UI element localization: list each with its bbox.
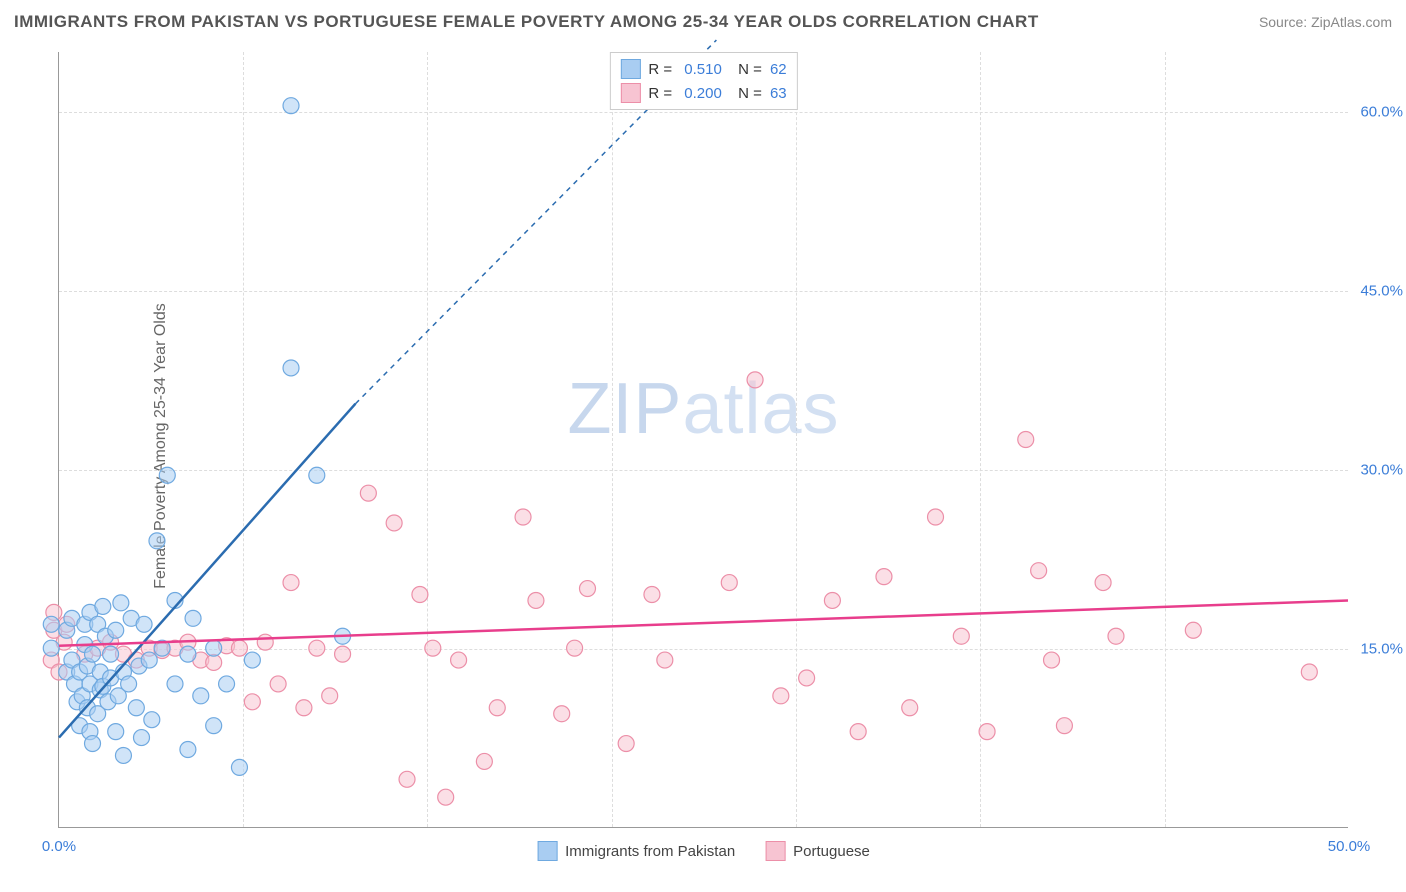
legend-swatch — [620, 83, 640, 103]
source-attribution: Source: ZipAtlas.com — [1259, 14, 1392, 30]
y-tick-label: 45.0% — [1360, 282, 1403, 299]
legend-n-label: N = — [730, 61, 762, 78]
series-name: Immigrants from Pakistan — [565, 843, 735, 860]
legend-swatch — [765, 841, 785, 861]
legend-n-value: 63 — [770, 85, 787, 102]
series-legend-item: Portuguese — [765, 841, 870, 861]
y-tick-label: 60.0% — [1360, 103, 1403, 120]
legend-row: R = 0.510 N = 62 — [620, 57, 786, 81]
legend-swatch — [537, 841, 557, 861]
x-tick-label: 0.0% — [42, 838, 76, 855]
legend-swatch — [620, 59, 640, 79]
series-legend-item: Immigrants from Pakistan — [537, 841, 735, 861]
legend-n-label: N = — [730, 85, 762, 102]
legend-r-label: R = — [648, 61, 672, 78]
x-tick-label: 50.0% — [1328, 838, 1371, 855]
y-tick-label: 30.0% — [1360, 461, 1403, 478]
series-legend: Immigrants from Pakistan Portuguese — [537, 841, 870, 861]
chart-title: IMMIGRANTS FROM PAKISTAN VS PORTUGUESE F… — [14, 12, 1039, 32]
correlation-chart: IMMIGRANTS FROM PAKISTAN VS PORTUGUESE F… — [0, 0, 1406, 892]
legend-r-value: 0.200 — [680, 85, 722, 102]
y-tick-label: 15.0% — [1360, 640, 1403, 657]
title-row: IMMIGRANTS FROM PAKISTAN VS PORTUGUESE F… — [14, 12, 1392, 32]
plot-area: ZIPatlas R = 0.510 N =62R = 0.200 N =63 … — [58, 52, 1348, 828]
legend-n-value: 62 — [770, 61, 787, 78]
legend-row: R = 0.200 N = 63 — [620, 81, 786, 105]
legend-r-value: 0.510 — [680, 61, 722, 78]
correlation-legend: R = 0.510 N = 62 R = 0.200 N = 63 — [609, 52, 797, 110]
series-name: Portuguese — [793, 843, 870, 860]
legend-r-label: R = — [648, 85, 672, 102]
scatter-svg — [59, 52, 1348, 827]
